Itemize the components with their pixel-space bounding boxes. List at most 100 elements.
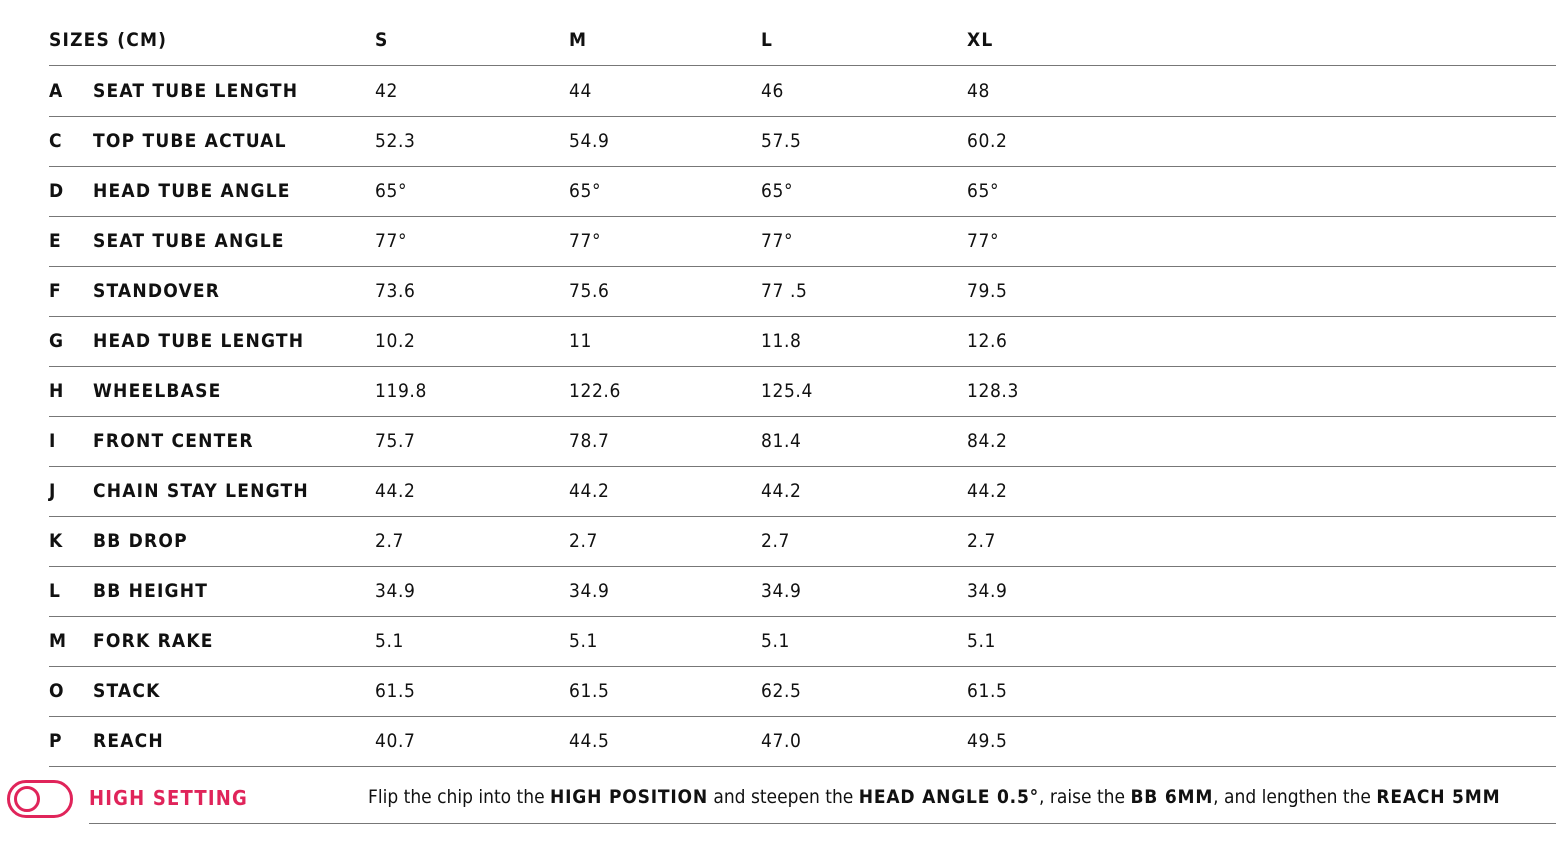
row-value: 48 bbox=[967, 80, 990, 102]
row-value: 75.7 bbox=[375, 430, 416, 452]
row-value: 34.9 bbox=[761, 580, 802, 602]
row-name: WHEELBASE bbox=[93, 380, 222, 402]
row-value: 61.5 bbox=[375, 680, 416, 702]
row-value: 61.5 bbox=[967, 680, 1008, 702]
row-name: SEAT TUBE LENGTH bbox=[93, 80, 299, 102]
table-row: I FRONT CENTER 75.7 78.7 81.4 84.2 bbox=[49, 416, 1556, 467]
table-row: E SEAT TUBE ANGLE 77° 77° 77° 77° bbox=[49, 216, 1556, 267]
table-row: A SEAT TUBE LENGTH 42 44 46 48 bbox=[49, 66, 1556, 117]
row-value: 2.7 bbox=[375, 530, 404, 552]
row-letter: D bbox=[49, 180, 65, 202]
row-letter: M bbox=[49, 630, 68, 652]
row-value: 34.9 bbox=[967, 580, 1008, 602]
row-value: 5.1 bbox=[761, 630, 790, 652]
table-row: O STACK 61.5 61.5 62.5 61.5 bbox=[49, 666, 1556, 717]
row-value: 42 bbox=[375, 80, 398, 102]
row-letter: P bbox=[49, 730, 63, 752]
row-value: 128.3 bbox=[967, 380, 1019, 402]
row-letter: I bbox=[49, 430, 57, 452]
high-setting-description: Flip the chip into the HIGH POSITION and… bbox=[368, 786, 1500, 808]
row-value: 40.7 bbox=[375, 730, 416, 752]
row-letter: F bbox=[49, 280, 62, 302]
row-value: 44.2 bbox=[375, 480, 416, 502]
row-value: 75.6 bbox=[569, 280, 610, 302]
row-value: 44.2 bbox=[967, 480, 1008, 502]
row-letter: A bbox=[49, 80, 64, 102]
high-setting-label: HIGH SETTING bbox=[89, 786, 249, 810]
row-value: 5.1 bbox=[967, 630, 996, 652]
row-name: SEAT TUBE ANGLE bbox=[93, 230, 285, 252]
toggle-icon[interactable] bbox=[7, 780, 73, 818]
row-value: 81.4 bbox=[761, 430, 802, 452]
row-value: 57.5 bbox=[761, 130, 802, 152]
row-name: TOP TUBE ACTUAL bbox=[93, 130, 287, 152]
row-value: 2.7 bbox=[967, 530, 996, 552]
row-value: 77° bbox=[967, 230, 1000, 252]
table-row: G HEAD TUBE LENGTH 10.2 11 11.8 12.6 bbox=[49, 316, 1556, 367]
row-value: 77° bbox=[761, 230, 794, 252]
row-value: 34.9 bbox=[375, 580, 416, 602]
row-value: 2.7 bbox=[761, 530, 790, 552]
row-value: 79.5 bbox=[967, 280, 1008, 302]
row-value: 65° bbox=[761, 180, 794, 202]
row-name: REACH bbox=[93, 730, 164, 752]
description-text: , raise the bbox=[1039, 786, 1131, 808]
divider bbox=[89, 823, 1556, 824]
table-row: D HEAD TUBE ANGLE 65° 65° 65° 65° bbox=[49, 166, 1556, 217]
row-value: 5.1 bbox=[569, 630, 598, 652]
row-name: HEAD TUBE ANGLE bbox=[93, 180, 291, 202]
row-value: 65° bbox=[967, 180, 1000, 202]
row-value: 44.5 bbox=[569, 730, 610, 752]
row-value: 122.6 bbox=[569, 380, 621, 402]
row-value: 10.2 bbox=[375, 330, 416, 352]
row-letter: C bbox=[49, 130, 63, 152]
row-value: 125.4 bbox=[761, 380, 813, 402]
size-xl: XL bbox=[967, 29, 994, 51]
row-value: 44 bbox=[569, 80, 592, 102]
row-letter: G bbox=[49, 330, 65, 352]
row-value: 73.6 bbox=[375, 280, 416, 302]
row-value: 60.2 bbox=[967, 130, 1008, 152]
size-l: L bbox=[761, 29, 774, 51]
toggle-knob bbox=[14, 786, 40, 812]
row-letter: J bbox=[49, 480, 57, 502]
row-value: 12.6 bbox=[967, 330, 1008, 352]
row-name: BB DROP bbox=[93, 530, 188, 552]
row-value: 62.5 bbox=[761, 680, 802, 702]
row-value: 61.5 bbox=[569, 680, 610, 702]
table-row: F STANDOVER 73.6 75.6 77 .5 79.5 bbox=[49, 266, 1556, 317]
row-name: STANDOVER bbox=[93, 280, 221, 302]
row-letter: L bbox=[49, 580, 62, 602]
table-row: L BB HEIGHT 34.9 34.9 34.9 34.9 bbox=[49, 566, 1556, 617]
size-s: S bbox=[375, 29, 389, 51]
row-value: 78.7 bbox=[569, 430, 610, 452]
row-value: 34.9 bbox=[569, 580, 610, 602]
row-value: 52.3 bbox=[375, 130, 416, 152]
description-text: Flip the chip into the bbox=[368, 786, 551, 808]
table-row: K BB DROP 2.7 2.7 2.7 2.7 bbox=[49, 516, 1556, 567]
row-value: 84.2 bbox=[967, 430, 1008, 452]
row-value: 2.7 bbox=[569, 530, 598, 552]
row-value: 44.2 bbox=[569, 480, 610, 502]
high-setting-row: HIGH SETTING Flip the chip into the HIGH… bbox=[0, 772, 1556, 824]
row-name: HEAD TUBE LENGTH bbox=[93, 330, 305, 352]
row-value: 11.8 bbox=[761, 330, 802, 352]
row-letter: H bbox=[49, 380, 65, 402]
description-emphasis: BB 6MM bbox=[1130, 786, 1214, 808]
row-value: 54.9 bbox=[569, 130, 610, 152]
table-row: J CHAIN STAY LENGTH 44.2 44.2 44.2 44.2 bbox=[49, 466, 1556, 517]
row-name: CHAIN STAY LENGTH bbox=[93, 480, 309, 502]
row-name: FRONT CENTER bbox=[93, 430, 254, 452]
description-text: , and lengthen the bbox=[1213, 786, 1377, 808]
row-letter: K bbox=[49, 530, 64, 552]
table-row: P REACH 40.7 44.5 47.0 49.5 bbox=[49, 716, 1556, 767]
description-emphasis: HEAD ANGLE 0.5° bbox=[858, 786, 1039, 808]
row-value: 44.2 bbox=[761, 480, 802, 502]
row-name: STACK bbox=[93, 680, 161, 702]
size-m: M bbox=[569, 29, 588, 51]
row-value: 77° bbox=[569, 230, 602, 252]
table-row: C TOP TUBE ACTUAL 52.3 54.9 57.5 60.2 bbox=[49, 116, 1556, 167]
row-value: 65° bbox=[569, 180, 602, 202]
row-value: 11 bbox=[569, 330, 592, 352]
row-name: BB HEIGHT bbox=[93, 580, 209, 602]
